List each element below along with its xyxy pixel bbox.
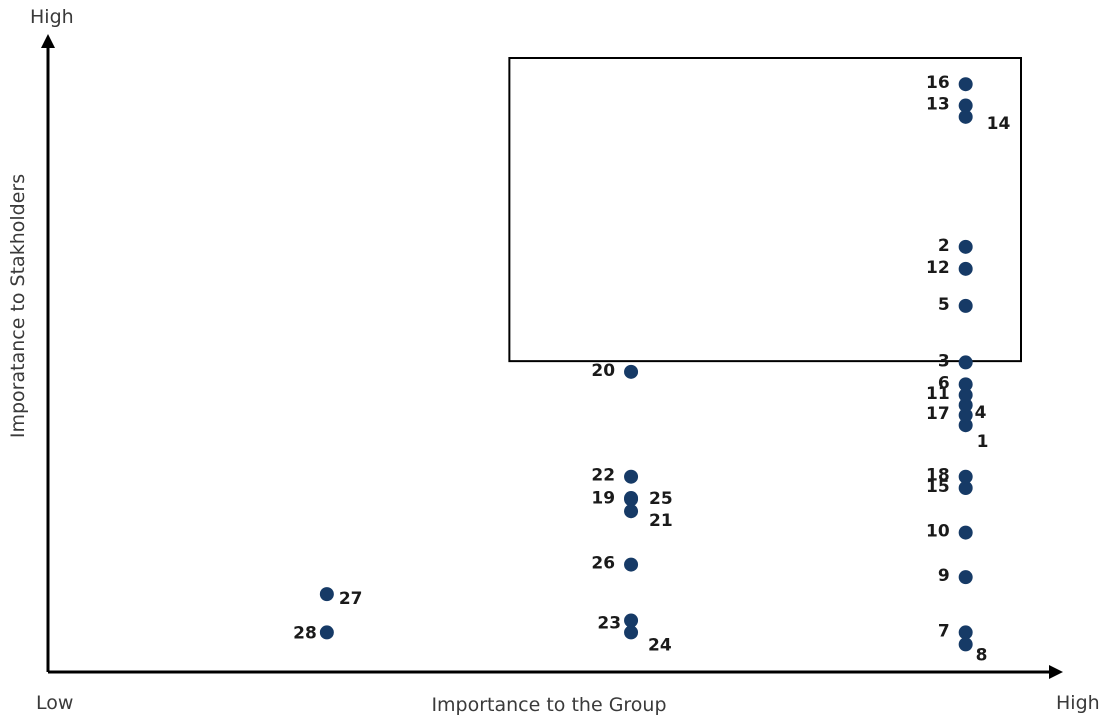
- point-label-16: 16: [926, 73, 950, 93]
- point-label-13: 13: [926, 95, 950, 115]
- data-point-24: [624, 625, 639, 640]
- point-label-4: 4: [975, 403, 987, 423]
- data-point-3: [958, 355, 973, 370]
- point-label-27: 27: [339, 589, 363, 609]
- data-point-18: [958, 469, 973, 484]
- point-label-10: 10: [926, 522, 950, 542]
- data-point-13: [958, 98, 973, 113]
- point-label-12: 12: [926, 258, 950, 278]
- x-axis-arrow-icon: [1049, 665, 1063, 679]
- data-point-21: [624, 504, 639, 519]
- data-point-4: [958, 398, 973, 413]
- y-axis-arrow-icon: [41, 34, 55, 48]
- data-point-1: [958, 418, 973, 433]
- point-label-6: 6: [938, 373, 950, 393]
- data-point-17: [958, 408, 973, 423]
- point-label-22: 22: [591, 466, 615, 486]
- point-label-24: 24: [648, 635, 672, 655]
- y-axis-high-label: High: [30, 6, 74, 28]
- x-axis-high-label: High: [1056, 692, 1100, 714]
- point-label-7: 7: [938, 621, 950, 641]
- data-point-7: [958, 625, 973, 640]
- data-point-23: [624, 613, 639, 628]
- point-label-26: 26: [591, 554, 615, 574]
- data-point-11: [958, 388, 973, 403]
- point-label-21: 21: [649, 511, 673, 531]
- point-label-19: 19: [591, 488, 615, 508]
- x-axis-low-label: Low: [36, 692, 73, 714]
- point-label-1: 1: [977, 432, 989, 452]
- data-point-25: [624, 491, 639, 506]
- data-point-15: [958, 480, 973, 495]
- point-label-8: 8: [976, 645, 988, 665]
- x-axis-title: Importance to the Group: [431, 694, 666, 716]
- point-label-14: 14: [987, 114, 1011, 134]
- data-point-20: [624, 364, 639, 379]
- point-label-23: 23: [597, 614, 621, 634]
- y-axis-title: Imporatance to Stakholders: [7, 174, 29, 438]
- data-point-26: [624, 557, 639, 572]
- data-point-8: [958, 637, 973, 652]
- data-point-14: [958, 109, 973, 124]
- point-label-5: 5: [938, 295, 950, 315]
- data-point-6: [958, 377, 973, 392]
- point-label-25: 25: [649, 489, 673, 509]
- point-label-28: 28: [293, 623, 317, 643]
- data-point-10: [958, 525, 973, 540]
- data-point-22: [624, 469, 639, 484]
- data-point-9: [958, 570, 973, 585]
- data-point-16: [958, 77, 973, 92]
- point-label-9: 9: [938, 566, 950, 586]
- data-point-2: [958, 239, 973, 254]
- point-label-2: 2: [938, 236, 950, 256]
- data-points: 1234567891011121314151617181920212223242…: [293, 73, 1010, 665]
- data-point-5: [958, 298, 973, 313]
- data-point-27: [319, 587, 334, 602]
- data-point-28: [319, 625, 334, 640]
- point-label-18: 18: [926, 466, 950, 486]
- data-point-12: [958, 261, 973, 276]
- point-label-3: 3: [938, 351, 950, 371]
- point-label-20: 20: [591, 361, 615, 381]
- highlight-box: [508, 57, 1022, 363]
- point-label-15: 15: [926, 477, 950, 497]
- point-label-17: 17: [926, 404, 950, 424]
- point-label-11: 11: [926, 384, 950, 404]
